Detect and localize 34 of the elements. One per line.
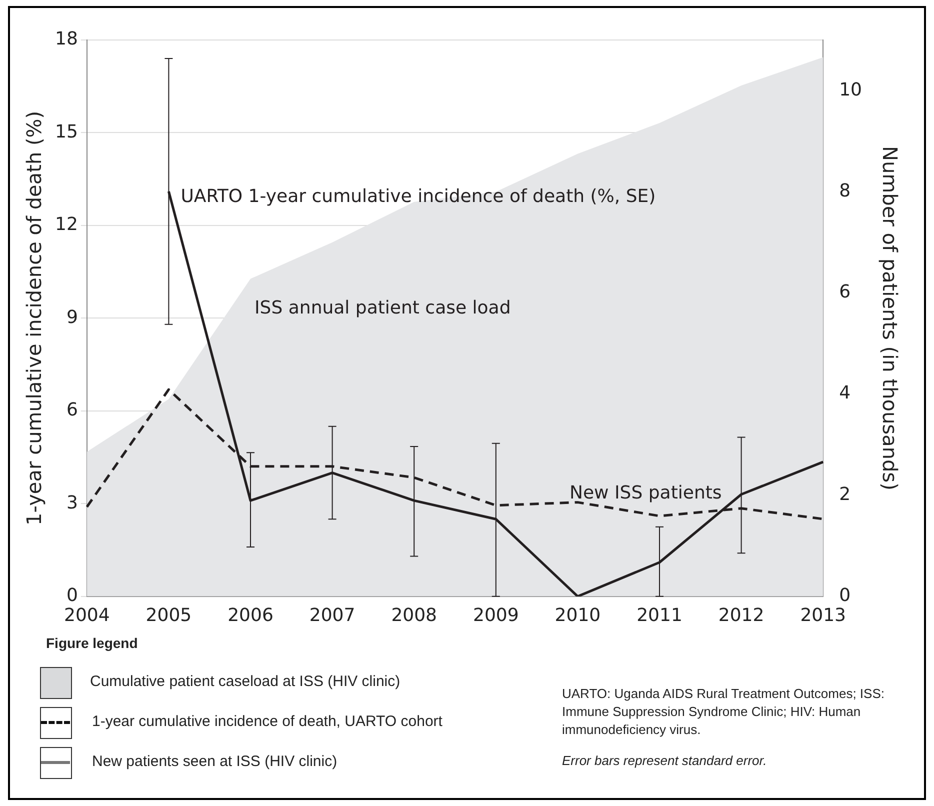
y2-axis-title: Number of patients (in thousands) [878, 146, 902, 490]
text: UARTO: Uganda AIDS Rural Treatment Outcomes; ISS: Immune Suppression Syndrome Clinic; HIV: Human immunodeficiency virus. [562, 685, 886, 739]
y-axis-title: 1-year cumulative incidence of death (%) [22, 110, 46, 526]
x-tick-label: 2004 [64, 604, 110, 626]
text: New patients seen at ISS (HIV clinic) [92, 753, 338, 770]
y-tick-label: 15 [55, 121, 78, 142]
y2-tick-label: 2 [839, 484, 851, 505]
y-tick-label: 18 [55, 28, 78, 50]
x-tick-label: 2012 [718, 604, 764, 626]
series-label: New ISS patients [570, 482, 722, 504]
x-tick-label: 2010 [554, 604, 601, 626]
series-label: UARTO 1-year cumulative incidence of death (%, SE) [180, 186, 656, 208]
y2-tick-label: 4 [839, 382, 851, 404]
y-tick-label: 9 [66, 306, 78, 328]
y-tick-label: 3 [66, 492, 78, 514]
x-tick-label: 2005 [146, 604, 192, 626]
y2-tick-label: 8 [839, 180, 851, 202]
x-tick-label: 2006 [228, 604, 274, 626]
x-tick-label: 2013 [800, 604, 846, 626]
text: 1-year cumulative incidence of death, UARTO cohort [92, 713, 442, 730]
y2-tick-label: 6 [839, 282, 851, 303]
y-tick-label: 0 [66, 585, 78, 606]
x-tick-label: 2011 [636, 604, 682, 626]
text: Figure legend [46, 635, 138, 651]
series-label: ISS annual patient case load [254, 297, 511, 318]
text: Cumulative patient caseload at ISS (HIV clinic) [90, 673, 400, 690]
x-tick-label: 2008 [391, 604, 438, 626]
y-tick-label: 6 [66, 400, 78, 421]
y-tick-label: 12 [55, 214, 78, 236]
x-tick-label: 2007 [309, 604, 356, 626]
y2-tick-label: 10 [839, 79, 862, 100]
y2-tick-label: 0 [839, 585, 851, 606]
x-tick-label: 2009 [472, 604, 519, 626]
text: Error bars represent standard error. [562, 753, 767, 768]
